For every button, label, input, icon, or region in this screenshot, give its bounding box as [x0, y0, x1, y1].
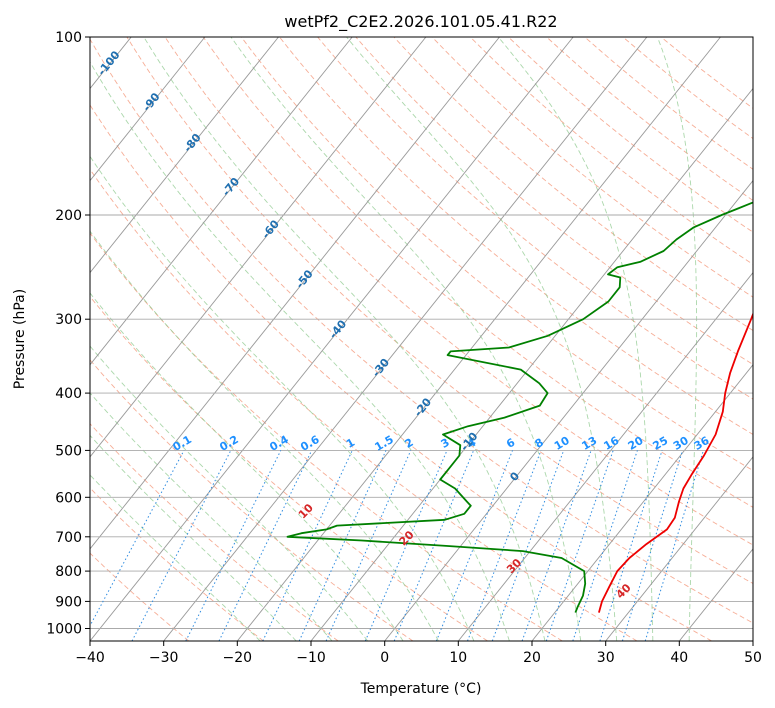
moist-adiabat-line [90, 230, 439, 641]
dry-adiabat-line [90, 487, 264, 641]
mixing-ratio-line [90, 450, 185, 627]
moist-adiabat-line [90, 392, 333, 641]
isotherm-line [236, 37, 721, 641]
isotherm-line [384, 179, 753, 641]
mixing-ratio-line [393, 450, 475, 641]
y-tick-label: 800 [55, 564, 82, 580]
moist-adiabat-line [143, 37, 546, 641]
x-tick-label: 50 [744, 650, 762, 666]
dry-adiabat-line [90, 168, 638, 641]
dry-adiabat-line [202, 37, 753, 508]
y-tick-label: 600 [55, 490, 82, 506]
moist-adiabat-line [90, 434, 297, 641]
x-tick-label: −20 [223, 650, 253, 666]
moist-adiabat-line [90, 474, 261, 641]
moist-adiabat-line [90, 61, 510, 641]
x-tick-label: −40 [75, 650, 105, 666]
dry-adiabat-line [393, 37, 753, 332]
dry-adiabat-line [431, 37, 753, 298]
mixing-ratio-line [521, 450, 592, 641]
x-axis-label: Temperature (°C) [360, 681, 482, 697]
isotherm-line [90, 37, 206, 182]
y-axis-label: Pressure (hPa) [12, 289, 28, 389]
x-tick-label: 10 [449, 650, 467, 666]
dry-adiabat-line [90, 295, 488, 641]
y-tick-label: 300 [55, 312, 82, 328]
series-lines [286, 201, 753, 613]
isotherm-line [90, 37, 574, 641]
dewpoint-profile-line [286, 201, 753, 613]
isotherm-line [310, 87, 753, 641]
dry-adiabat-line [90, 104, 712, 641]
dry-adiabat-line [90, 423, 339, 641]
temperature-profile-line [598, 311, 753, 613]
x-tick-label: 0 [380, 650, 389, 666]
isotherm-line [90, 37, 279, 274]
moist-adiabat-line [497, 37, 654, 641]
moist-adiabat-line [90, 155, 475, 641]
y-tick-label: 700 [55, 530, 82, 546]
dry-adiabat-line [90, 38, 753, 624]
mixing-ratio-line [545, 450, 614, 641]
dry-adiabat-line [90, 552, 190, 641]
y-tick-label: 900 [55, 594, 82, 610]
y-tick-label: 400 [55, 386, 82, 402]
mixing-ratio-line [621, 450, 684, 641]
x-tick-label: 30 [597, 650, 615, 666]
isotherm-line [605, 456, 753, 641]
x-tick-label: 40 [670, 650, 688, 666]
y-tick-label: 1000 [46, 622, 82, 638]
isotherm-line [90, 37, 427, 458]
mixing-ratio-line [185, 450, 282, 641]
mixing-ratio-line [599, 450, 663, 641]
axis-ticks: −40 −30 −20 −10 0 10 20 30 40 50 100 200 300 400 500 60… [46, 30, 762, 666]
plot-frame [89, 36, 754, 642]
background-lines [90, 37, 753, 641]
isotherm-line [457, 271, 753, 641]
x-tick-label: 20 [523, 650, 541, 666]
mixing-ratio-line [325, 450, 412, 641]
dry-adiabat-line [279, 37, 753, 435]
moist-adiabat-line [90, 292, 404, 641]
y-tick-label: 200 [55, 208, 82, 224]
isotherm-line [90, 37, 353, 366]
dry-adiabat-line [240, 37, 753, 472]
moist-adiabat-line [230, 37, 582, 641]
x-tick-label: −30 [149, 650, 179, 666]
mixing-ratio-line [218, 450, 313, 641]
mixing-ratio-line [572, 450, 638, 641]
y-tick-label: 100 [55, 30, 82, 46]
mixing-ratio-line [262, 450, 353, 641]
moist-adiabat-line [656, 37, 698, 641]
isotherm-line [531, 364, 753, 641]
mixing-ratio-line [298, 450, 387, 641]
isotherm-line [90, 37, 500, 550]
moist-adiabat-line [90, 345, 369, 641]
mixing-ratio-line [644, 450, 704, 641]
isotherm-line [163, 37, 648, 641]
mixing-ratio-line [364, 450, 448, 641]
y-tick-label: 500 [55, 443, 82, 459]
chart-title: wetPf2_C2E2.2026.101.05.41.R22 [284, 12, 557, 32]
x-tick-label: −10 [296, 650, 326, 666]
dry-adiabat-line [355, 37, 753, 365]
